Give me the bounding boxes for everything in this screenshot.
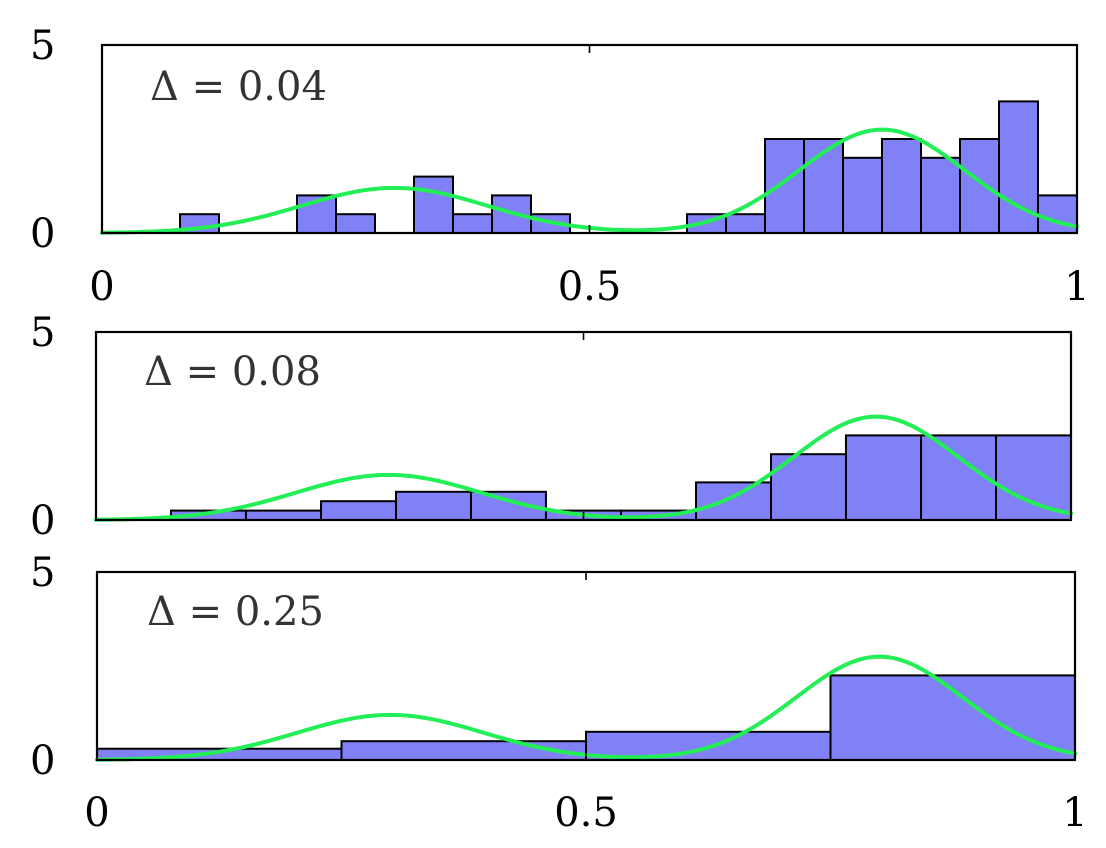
histogram-panel-3: 0 0.5 1 0 5 Δ = 0.25 (30, 550, 1088, 836)
x-tick-label: 0 (84, 790, 109, 836)
histogram-bar (244, 509, 323, 522)
panel-title: Δ = 0.04 (150, 64, 327, 110)
x-tick-label: 0.5 (558, 264, 622, 310)
histogram-bar (320, 500, 398, 522)
histogram-bar (842, 156, 883, 234)
panel-title: Δ = 0.25 (147, 589, 324, 635)
x-tick-label: 0.5 (554, 790, 618, 836)
y-tick-label: 5 (30, 23, 55, 69)
x-tick-label: 0 (89, 264, 114, 310)
x-tick-label: 1 (1062, 790, 1087, 836)
x-tick-label: 1 (1064, 264, 1089, 310)
histogram-bar (995, 434, 1073, 521)
y-tick-label: 5 (30, 310, 55, 356)
histogram-bar (695, 481, 772, 521)
histogram-bar (413, 175, 454, 235)
histogram-bar (959, 138, 1000, 234)
histogram-bar (881, 138, 922, 234)
y-tick-label: 5 (30, 550, 55, 596)
histogram-bar (764, 138, 805, 234)
panel-title: Δ = 0.08 (144, 349, 321, 395)
histogram-bar (335, 213, 376, 234)
histogram-bar (844, 434, 923, 521)
y-tick-label: 0 (30, 738, 55, 784)
y-tick-label: 0 (30, 498, 55, 544)
histogram-bar (452, 213, 493, 234)
histogram-panel-1: 0 0.5 1 0 5 Δ = 0.04 (30, 23, 1090, 310)
histogram-panel-2: 0 5 Δ = 0.08 (30, 310, 1073, 544)
y-tick-label: 0 (30, 211, 55, 257)
histogram-bar (395, 490, 472, 521)
histogram-bar (920, 156, 961, 234)
histogram-bar (725, 213, 766, 234)
